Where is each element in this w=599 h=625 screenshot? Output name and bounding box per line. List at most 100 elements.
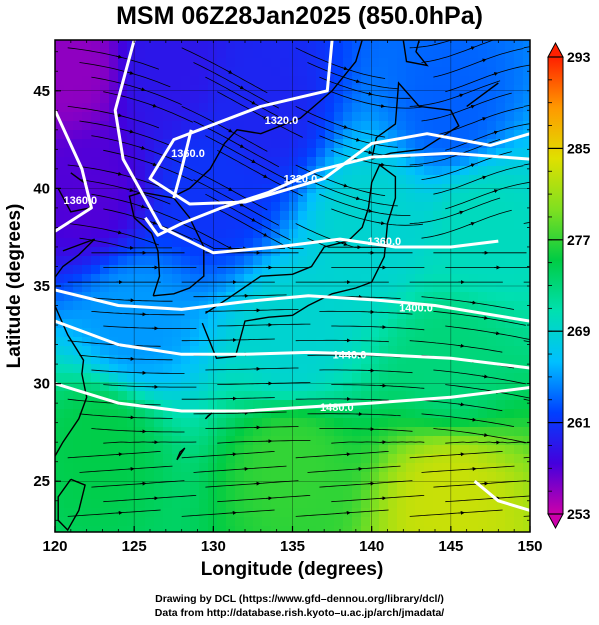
field-cell xyxy=(343,85,353,95)
field-cell xyxy=(478,337,488,347)
field-cell xyxy=(334,472,344,482)
field-cell xyxy=(163,157,173,167)
field-cell xyxy=(307,49,317,59)
field-cell xyxy=(496,202,506,212)
streamline xyxy=(193,120,280,168)
streamline xyxy=(79,179,171,205)
field-cell xyxy=(361,481,371,491)
field-cell xyxy=(469,193,479,203)
field-cell xyxy=(154,193,164,203)
field-cell xyxy=(406,166,416,176)
field-cell xyxy=(442,328,452,338)
field-cell xyxy=(280,382,290,392)
field-cell xyxy=(145,121,155,131)
field-cell xyxy=(487,130,497,140)
field-cell xyxy=(334,121,344,131)
field-cell xyxy=(190,274,200,284)
field-cell xyxy=(172,274,182,284)
field-cell xyxy=(433,256,443,266)
field-cell xyxy=(280,256,290,266)
field-cell xyxy=(145,292,155,302)
field-cell xyxy=(379,319,389,329)
field-cell xyxy=(163,148,173,158)
field-cell xyxy=(289,463,299,473)
field-cell xyxy=(73,58,83,68)
field-cell xyxy=(181,49,191,59)
field-cell xyxy=(64,445,74,455)
field-cell xyxy=(379,355,389,365)
field-cell xyxy=(478,229,488,239)
field-cell xyxy=(199,499,209,509)
field-cell xyxy=(172,193,182,203)
field-cell xyxy=(73,499,83,509)
field-cell xyxy=(316,337,326,347)
field-cell xyxy=(514,202,524,212)
field-cell xyxy=(64,58,74,68)
field-cell xyxy=(55,202,65,212)
field-cell xyxy=(55,292,65,302)
field-cell xyxy=(433,175,443,185)
field-cell xyxy=(271,211,281,221)
field-cell xyxy=(217,517,227,527)
streamline xyxy=(205,135,291,182)
field-cell xyxy=(262,409,272,419)
contour-label: 1480.0 xyxy=(320,402,354,414)
field-cell xyxy=(208,265,218,275)
streamline xyxy=(181,106,268,152)
field-cell xyxy=(424,346,434,356)
field-cell xyxy=(244,310,254,320)
field-cell xyxy=(496,283,506,293)
field-cell xyxy=(406,283,416,293)
streamline-arrow xyxy=(491,189,499,194)
field-cell xyxy=(55,85,65,95)
field-cell xyxy=(361,58,371,68)
field-cell xyxy=(226,130,236,140)
field-cell xyxy=(82,49,92,59)
field-cell xyxy=(145,247,155,257)
field-cell xyxy=(154,166,164,176)
field-cell xyxy=(208,256,218,266)
field-cell xyxy=(55,301,65,311)
field-cell xyxy=(352,121,362,131)
streamline xyxy=(559,385,599,408)
field-cell xyxy=(334,364,344,374)
field-cell xyxy=(181,40,191,50)
field-cell xyxy=(172,148,182,158)
field-cell xyxy=(307,121,317,131)
field-cell xyxy=(523,400,530,410)
field-cell xyxy=(334,49,344,59)
field-cell xyxy=(217,193,227,203)
field-cell xyxy=(91,508,101,518)
field-cell xyxy=(163,283,173,293)
streamline-arrow xyxy=(249,217,256,222)
field-cell xyxy=(361,193,371,203)
field-cell xyxy=(181,58,191,68)
field-cell xyxy=(514,526,524,532)
field-cell xyxy=(154,337,164,347)
contour-line xyxy=(55,109,93,233)
field-cell xyxy=(289,301,299,311)
field-cell xyxy=(127,526,137,532)
field-cell xyxy=(397,130,407,140)
field-cell xyxy=(433,454,443,464)
field-cell xyxy=(190,211,200,221)
field-cell xyxy=(154,526,164,532)
field-cell xyxy=(172,85,182,95)
field-cell xyxy=(415,346,425,356)
field-cell xyxy=(217,76,227,86)
field-cell xyxy=(226,274,236,284)
field-cell xyxy=(460,481,470,491)
field-cell xyxy=(334,499,344,509)
field-cell xyxy=(514,364,524,374)
field-cell xyxy=(64,481,74,491)
field-cell xyxy=(415,400,425,410)
field-cell xyxy=(397,175,407,185)
field-cell xyxy=(226,67,236,77)
field-cell xyxy=(370,40,380,50)
field-cell xyxy=(397,193,407,203)
field-cell xyxy=(523,481,530,491)
field-cell xyxy=(388,391,398,401)
field-cell xyxy=(73,76,83,86)
streamline xyxy=(307,62,398,90)
field-cell xyxy=(91,229,101,239)
